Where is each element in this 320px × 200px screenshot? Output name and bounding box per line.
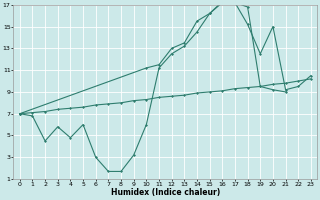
X-axis label: Humidex (Indice chaleur): Humidex (Indice chaleur): [111, 188, 220, 197]
